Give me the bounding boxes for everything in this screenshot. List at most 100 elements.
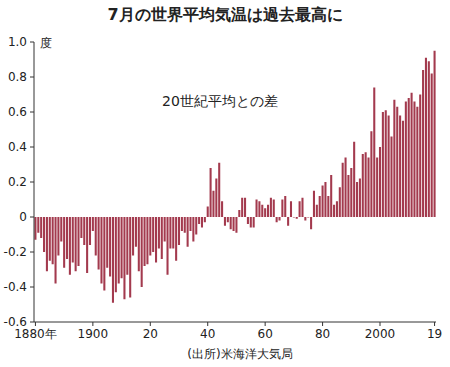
bar [273, 200, 275, 218]
bar [103, 217, 105, 291]
bar [425, 58, 427, 217]
bar [83, 217, 85, 245]
bar [353, 142, 355, 217]
bar [187, 217, 189, 247]
bar [365, 152, 367, 217]
bar [373, 88, 375, 218]
bar [75, 217, 77, 271]
bar [166, 217, 168, 275]
x-tick [150, 322, 151, 326]
bar [419, 95, 421, 218]
y-tick-label: 1.0 [8, 35, 27, 49]
bar [379, 147, 381, 217]
bar [319, 196, 321, 217]
bar [284, 196, 286, 217]
bar [388, 116, 390, 218]
bar [281, 200, 283, 218]
bar [98, 217, 100, 270]
bar [287, 217, 289, 226]
y-tick-label: 0.4 [8, 140, 27, 154]
y-tick-label: 0.8 [8, 70, 27, 84]
y-tick-label: -0.4 [4, 280, 27, 294]
bar [258, 201, 260, 217]
x-tick [92, 322, 93, 326]
y-tick-label: -0.2 [4, 245, 27, 259]
y-tick [30, 287, 34, 288]
x-tick-label: 20 [143, 327, 158, 341]
bar [385, 110, 387, 217]
y-tick [30, 77, 34, 78]
bar [69, 217, 71, 275]
bar [144, 217, 146, 266]
y-tick-label: 0 [19, 210, 27, 224]
bar [40, 217, 42, 238]
bar [276, 217, 278, 222]
y-tick [30, 112, 34, 113]
bar [347, 175, 349, 217]
bar [198, 217, 200, 224]
bar [296, 217, 298, 219]
bar [230, 217, 232, 229]
bar [362, 154, 364, 217]
bar [55, 217, 57, 284]
y-tick [30, 252, 34, 253]
bar [339, 187, 341, 217]
bar [63, 217, 65, 268]
bar [132, 217, 134, 256]
bar [405, 102, 407, 218]
bar [77, 217, 79, 266]
bar [238, 210, 240, 217]
bar [80, 217, 82, 238]
bar [227, 217, 229, 222]
bar [181, 217, 183, 231]
bars [34, 51, 435, 303]
bar [126, 217, 128, 275]
bar [342, 163, 344, 217]
bar [370, 131, 372, 217]
bar [336, 201, 338, 217]
bar [158, 217, 160, 249]
x-tick-label: 1880年 [14, 327, 57, 341]
x-tick-label: 40 [200, 327, 215, 341]
bar [175, 217, 177, 261]
bar [327, 196, 329, 217]
bar [72, 217, 74, 263]
bar [141, 217, 143, 287]
bar [112, 217, 114, 303]
bar [313, 191, 315, 217]
bar [218, 163, 220, 217]
bar [233, 217, 235, 231]
bar [34, 217, 36, 240]
bar [169, 217, 171, 249]
bar [204, 217, 206, 222]
bar [207, 207, 209, 218]
y-tick [30, 217, 34, 218]
bar [149, 217, 151, 256]
bar [356, 182, 358, 217]
bar [393, 100, 395, 217]
y-tick-label: 0.2 [8, 175, 27, 189]
x-tick [207, 322, 208, 326]
bar [146, 217, 148, 264]
bar [301, 198, 303, 217]
x-tick-label: 1900 [78, 327, 109, 341]
bar [43, 217, 45, 252]
bar [164, 217, 166, 242]
bar [416, 107, 418, 217]
bar [212, 191, 214, 217]
bar [184, 217, 186, 233]
bar [431, 74, 433, 218]
bar [244, 198, 246, 217]
bar [152, 217, 154, 252]
bar [396, 107, 398, 217]
bar [290, 201, 292, 217]
bar [235, 217, 237, 233]
x-tick-label: 60 [258, 327, 273, 341]
bar [138, 217, 140, 271]
bar [247, 217, 249, 224]
bar [299, 201, 301, 217]
bar [316, 205, 318, 217]
bar [95, 217, 97, 256]
annotation: 20世紀平均との差 [162, 93, 278, 109]
bar [86, 217, 88, 273]
